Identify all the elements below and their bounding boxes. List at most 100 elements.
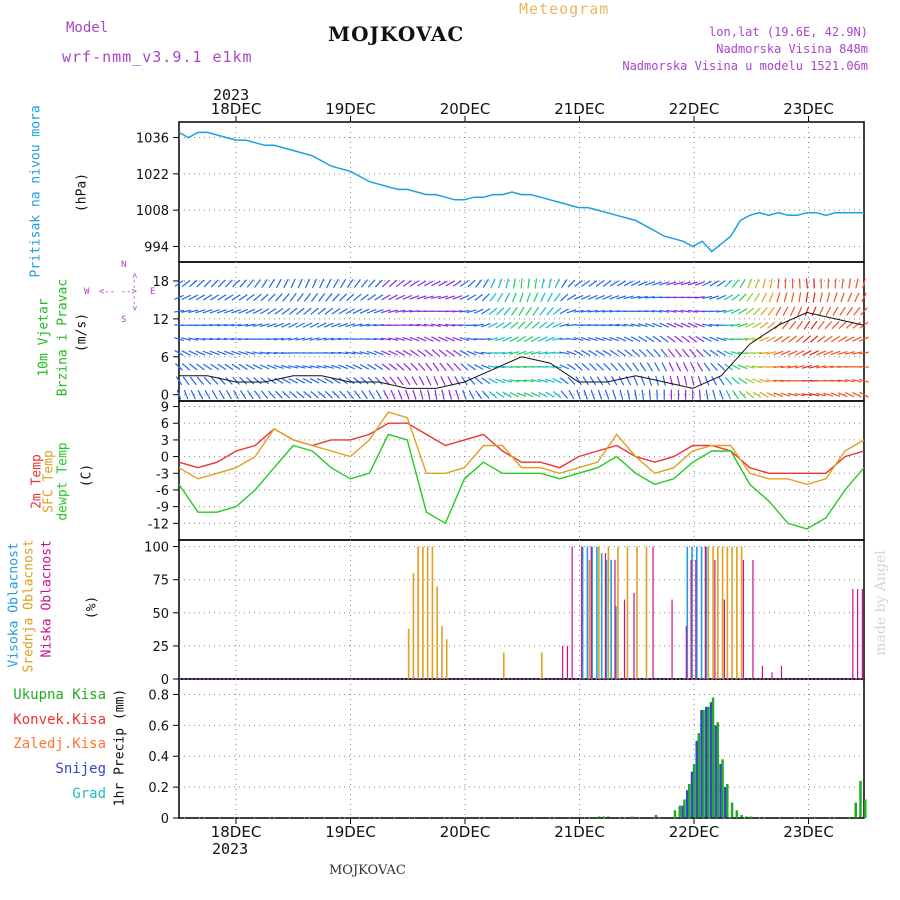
wind-arrow: [427, 389, 431, 400]
wind-arrow: [773, 335, 783, 343]
wind-arrow: [681, 335, 690, 343]
wind-arrow: [174, 349, 184, 357]
wind-arrow: [431, 349, 441, 357]
mid-cloud-bar: [412, 573, 415, 679]
temperature-y-tick-label: -6: [156, 484, 169, 499]
wind-arrow: [316, 337, 327, 341]
wind-arrow: [644, 310, 655, 313]
wind-arrow: [225, 279, 233, 288]
wind-arrow: [409, 336, 420, 342]
low-cloud-bar: [614, 559, 616, 679]
top-day-label: 22DEC: [669, 100, 720, 118]
wind-arrow: [389, 376, 397, 386]
wind-arrow: [723, 294, 734, 301]
wind-arrow: [388, 309, 399, 314]
wind-arrow: [216, 337, 227, 341]
wind-arrow: [825, 306, 832, 316]
wind-arrow: [183, 389, 189, 400]
wind-arrow: [261, 279, 268, 288]
wind-arrow: [533, 292, 539, 303]
wind-arrow: [455, 389, 460, 400]
wind-arrow: [419, 389, 424, 400]
wind-arrow: [438, 336, 448, 342]
wind-arrow: [616, 349, 626, 357]
wind-arrow: [495, 351, 506, 354]
wind-arrow: [440, 376, 446, 386]
wind-arrow: [752, 391, 762, 399]
wind-arrow: [673, 281, 684, 286]
wind-arrow: [767, 306, 775, 316]
wind-arrow: [680, 281, 691, 286]
wind-arrow: [546, 307, 554, 316]
wind-arrow: [602, 324, 613, 327]
wind-arrow: [851, 378, 862, 383]
wind-arrow: [466, 337, 477, 341]
wind-arrow: [666, 322, 677, 328]
wind-arrow: [510, 321, 519, 329]
wind-arrow: [666, 281, 677, 286]
wind-arrow: [794, 365, 805, 369]
top-day-label: 23DEC: [783, 100, 834, 118]
wind-arrow: [630, 336, 641, 342]
wind-arrow: [367, 279, 376, 288]
wind-arrow: [573, 294, 584, 300]
wind-arrow: [560, 390, 568, 399]
wind-arrow: [181, 309, 192, 313]
precip-y-tick-label: 0.4: [148, 750, 169, 765]
wind-arrow: [380, 309, 391, 314]
wind-arrow: [787, 350, 798, 356]
wind-arrow: [297, 278, 303, 289]
wind-arrow: [545, 365, 556, 368]
station-title: MOJKOVAC: [328, 22, 465, 46]
wind-arrow: [530, 379, 541, 383]
wind-arrow: [209, 324, 220, 327]
high-cloud-bar: [610, 559, 612, 679]
wind-arrow: [317, 391, 326, 399]
wind-arrow: [302, 365, 313, 369]
wind-arrow: [588, 280, 598, 287]
wind-arrow: [759, 321, 769, 329]
wind-arrow: [618, 376, 625, 386]
wind-arrow: [768, 292, 774, 303]
wind-arrow: [459, 294, 470, 300]
high-cloud-bar: [605, 559, 608, 679]
t2m-series: [178, 422, 865, 474]
wind-arrow: [639, 362, 647, 372]
wind-arrow: [210, 294, 220, 301]
wind-arrow: [790, 292, 795, 303]
wind-arrow: [224, 363, 234, 371]
wind-arrow: [730, 363, 741, 370]
wind-arrow: [511, 292, 517, 303]
wind-arrow: [366, 350, 377, 356]
wind-arrow: [566, 294, 576, 301]
wind-arrow: [445, 280, 455, 287]
wind-arrow: [853, 306, 861, 316]
wind-arrow: [245, 351, 256, 355]
wind-arrow: [452, 280, 462, 287]
wind-arrow: [309, 337, 320, 341]
wind-arrow: [587, 337, 598, 342]
mid-cloud-bar: [740, 546, 743, 679]
wind-arrow: [346, 390, 354, 399]
wind-arrow: [232, 279, 241, 288]
wind-arrow: [339, 293, 348, 302]
total-precip-bar: [687, 784, 691, 818]
wind-arrow: [231, 363, 241, 371]
wind-arrow: [460, 280, 469, 287]
wind-arrow: [524, 321, 533, 330]
wind-arrow: [466, 309, 477, 314]
wind-arrow: [445, 295, 456, 300]
total-precip-bar: [602, 816, 605, 818]
wind-arrow: [233, 390, 240, 400]
wind-arrow: [466, 350, 477, 356]
wind-arrow: [738, 390, 747, 399]
wind-arrow: [854, 292, 860, 303]
wind-arrow: [610, 362, 619, 371]
wind-arrow: [216, 350, 227, 356]
wind-arrow: [460, 362, 469, 371]
pressure-panel-frame: [178, 121, 865, 263]
wind-arrow: [594, 309, 606, 313]
wind-arrow: [545, 321, 555, 329]
wind-arrow: [416, 295, 427, 300]
wind-arrow: [559, 351, 570, 355]
